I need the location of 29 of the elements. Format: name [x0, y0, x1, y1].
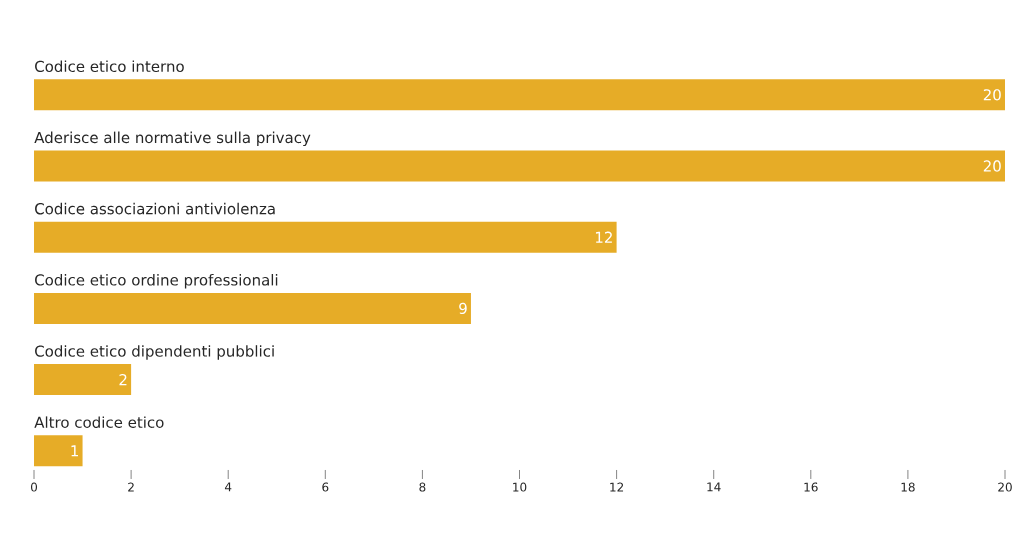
data-label: 1	[71, 445, 78, 457]
y-tick-label: Altro codice etico	[34, 416, 164, 428]
bar	[34, 79, 1005, 111]
bar	[34, 292, 471, 324]
y-tick-label: Aderisce alle normative sulla privacy	[34, 131, 311, 147]
y-tick-label: Codice etico ordine professionali	[35, 274, 278, 289]
x-tick-label: 18	[901, 482, 915, 492]
x-tick-label: 4	[224, 482, 232, 492]
bar	[34, 150, 1005, 182]
y-tick-label: Codice etico interno	[35, 60, 184, 73]
x-tick-label: 6	[322, 482, 329, 492]
bar	[34, 364, 132, 396]
x-tick-label: 12	[610, 482, 624, 492]
data-label: 2	[119, 374, 127, 386]
y-tick-label: Codice associazioni antiviolenza	[35, 202, 275, 215]
data-label: 12	[595, 231, 612, 243]
x-tick-label: 10	[513, 482, 527, 492]
x-tick-label: 2	[128, 482, 134, 492]
data-label: 20	[983, 160, 1001, 172]
x-tick-label: 16	[804, 482, 818, 492]
x-tick-label: 20	[998, 482, 1012, 492]
x-tick-label: 0	[30, 482, 38, 492]
bar	[34, 221, 617, 253]
data-label: 20	[983, 89, 1001, 101]
x-tick-label: 14	[707, 482, 721, 492]
data-label: 9	[459, 302, 467, 315]
y-tick-label: Codice etico dipendenti pubblici	[35, 345, 274, 360]
x-tick-label: 8	[419, 482, 426, 492]
bar	[34, 435, 83, 467]
